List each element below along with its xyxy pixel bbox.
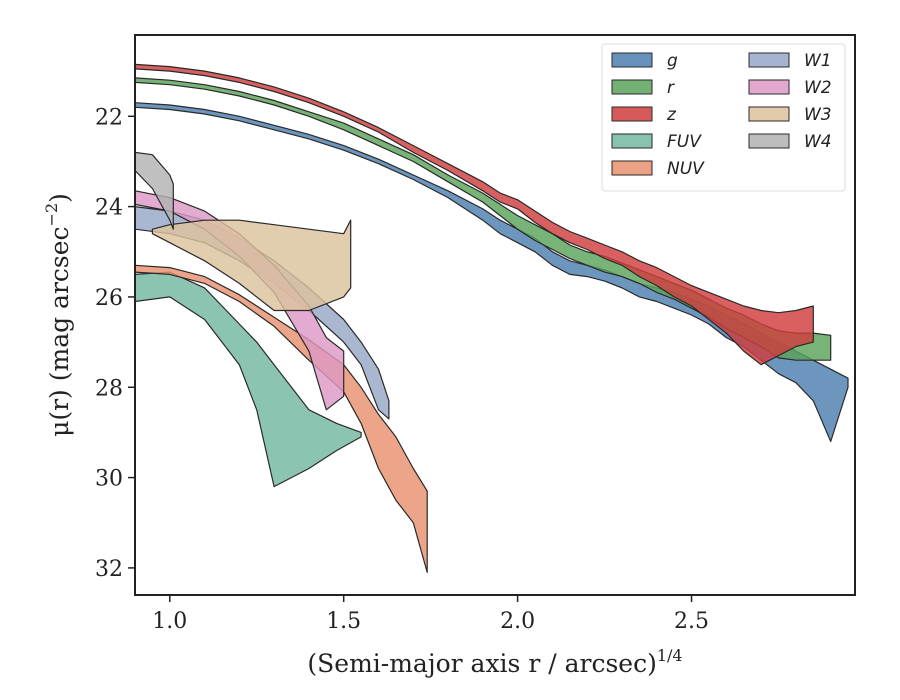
legend-swatch-nuv	[611, 160, 653, 176]
y-axis-ticks: 22 24 26 28 30 32	[95, 105, 135, 582]
y-axis-label-superscript: −2	[42, 203, 61, 227]
x-axis-label-superscript: 1/4	[657, 646, 683, 665]
legend-label-g: g	[667, 51, 678, 71]
plot-frame	[134, 34, 856, 596]
band-nuv	[135, 264, 428, 574]
legend-label-w1: W1	[804, 51, 832, 71]
y-tick-label: 30	[95, 467, 123, 492]
x-axis-label: (Semi-major axis r / arcsec)1/4	[307, 646, 682, 678]
band-w3	[151, 219, 352, 312]
y-tick-label: 24	[95, 196, 123, 221]
x-tick-label: 1.5	[326, 609, 361, 634]
legend: grz FUV NUV W1 W2 W3 W4	[601, 43, 846, 192]
y-tick-label: 32	[95, 557, 123, 582]
band-r	[135, 77, 832, 361]
y-tick-label: 28	[95, 376, 123, 401]
band-z	[135, 63, 814, 366]
legend-swatch-r	[611, 79, 653, 95]
legend-label-w3: W3	[804, 105, 832, 125]
y-tick-label: 22	[95, 105, 123, 130]
x-tick-label: 2.0	[500, 609, 535, 634]
legend-label-nuv: NUV	[667, 159, 705, 179]
legend-swatch-w3	[748, 106, 790, 122]
y-axis-label: μ(r) (mag arcsec−2)	[42, 193, 74, 437]
y-tick-label: 26	[95, 286, 123, 311]
legend-label-fuv: FUV	[667, 132, 702, 152]
band-g	[135, 102, 849, 443]
band-fuv	[135, 271, 362, 488]
legend-swatch-w1	[748, 52, 790, 68]
legend-label-w4: W4	[804, 132, 832, 152]
y-axis-label-close: )	[45, 193, 74, 203]
x-axis-ticks: 1.0 1.5 2.0 2.5	[152, 595, 709, 634]
legend-swatch-g	[611, 52, 653, 68]
legend-label-r: r	[667, 78, 675, 98]
legend-swatch-z	[611, 106, 653, 122]
legend-swatch-w2	[748, 79, 790, 95]
legend-label-w2: W2	[804, 78, 832, 98]
band-w4	[135, 151, 174, 230]
x-axis-label-main: (Semi-major axis r / arcsec)	[307, 649, 656, 678]
legend-swatch-fuv	[611, 133, 653, 149]
legend-label-z: z	[666, 105, 677, 125]
x-tick-label: 1.0	[152, 609, 187, 634]
series-bands	[135, 63, 849, 574]
y-axis-label-main: μ(r) (mag arcsec	[45, 226, 74, 436]
x-tick-label: 2.5	[674, 609, 709, 634]
legend-swatch-w4	[748, 133, 790, 149]
